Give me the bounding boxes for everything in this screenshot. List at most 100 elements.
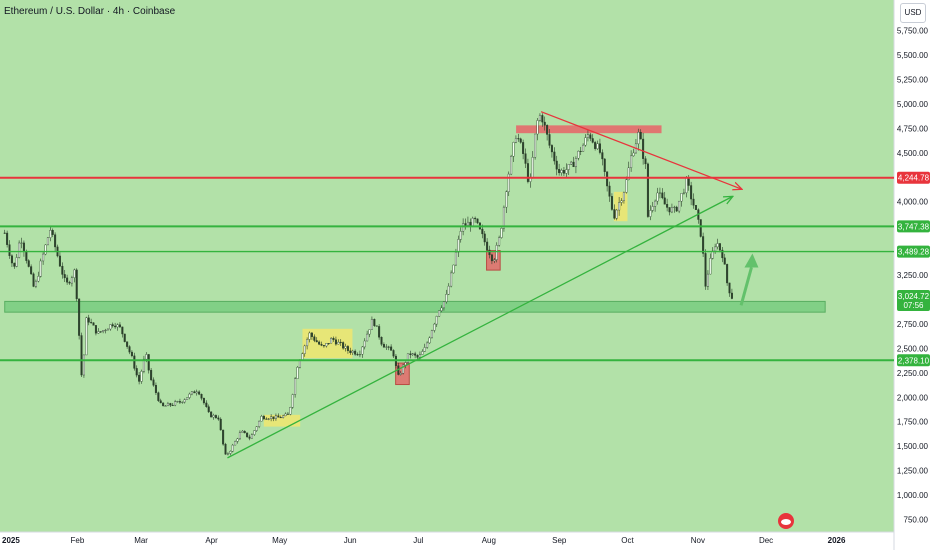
- candle-body: [154, 384, 157, 393]
- candle-body: [356, 354, 359, 356]
- candle-body: [46, 237, 49, 246]
- candle-body: [699, 219, 702, 237]
- candle-body: [238, 432, 241, 440]
- candle-body: [589, 134, 592, 139]
- price-level-tag-text: 3,489.28: [898, 248, 930, 257]
- candle-body: [514, 138, 517, 143]
- candle-body: [164, 405, 167, 407]
- candle-body: [466, 221, 469, 226]
- candle-body: [152, 379, 155, 386]
- candle-body: [78, 298, 81, 336]
- candle-body: [435, 315, 438, 325]
- candle-body: [709, 258, 712, 275]
- candle-body: [313, 336, 316, 341]
- candle-body: [370, 319, 373, 330]
- candle-body: [61, 265, 64, 275]
- candle-body: [3, 232, 6, 234]
- candle-body: [150, 369, 153, 381]
- candle-body: [296, 367, 299, 379]
- candle-body: [541, 115, 544, 123]
- candle-body: [459, 230, 462, 240]
- candle-body: [548, 134, 551, 146]
- candle-body: [726, 264, 729, 284]
- candle-body: [493, 259, 496, 262]
- price-tick-label: 1,250.00: [897, 467, 929, 476]
- price-level-tag: [897, 220, 930, 233]
- candle-body: [128, 346, 131, 353]
- candle-body: [603, 158, 606, 172]
- candle-body: [728, 282, 731, 294]
- time-tick-label: Nov: [691, 536, 705, 545]
- candle-body: [488, 249, 491, 256]
- candle-body: [685, 178, 688, 194]
- candle-body: [627, 167, 630, 180]
- candle-body: [507, 173, 510, 192]
- candle-body: [680, 193, 683, 202]
- candle-body: [476, 218, 479, 224]
- candle-body: [34, 280, 37, 287]
- candle-body: [428, 337, 431, 344]
- candle-body: [104, 329, 107, 331]
- price-tick-label: 4,000.00: [897, 198, 929, 207]
- candle-body: [212, 415, 215, 418]
- candle-body: [584, 137, 587, 146]
- time-tick-label: Jul: [413, 536, 423, 545]
- price-tick-label: 5,250.00: [897, 75, 929, 84]
- candle-body: [270, 416, 273, 420]
- candle-body: [109, 324, 112, 330]
- candle-body: [116, 324, 119, 328]
- candle-body: [433, 323, 436, 331]
- candle-body: [620, 200, 623, 203]
- candle-body: [258, 420, 261, 427]
- candle-body: [303, 345, 306, 354]
- candle-body: [586, 134, 589, 138]
- candle-body: [246, 432, 249, 438]
- candle-body: [267, 418, 270, 420]
- tradingview-logo[interactable]: [778, 513, 794, 529]
- candle-body: [274, 415, 277, 420]
- candle-body: [250, 434, 253, 439]
- price-level-tag: [897, 245, 930, 258]
- candle-body: [90, 322, 93, 324]
- candle-body: [195, 391, 198, 394]
- candle-body: [555, 160, 558, 170]
- candle-body: [318, 341, 321, 345]
- candle-body: [517, 138, 520, 140]
- candle-body: [198, 391, 201, 395]
- candle-body: [591, 138, 594, 143]
- currency-unit-button[interactable]: USD: [900, 3, 926, 23]
- candle-body: [97, 331, 100, 334]
- candle-body: [498, 237, 501, 246]
- candle-body: [368, 329, 371, 335]
- candle-body: [121, 326, 124, 335]
- candle-body: [675, 206, 678, 212]
- candle-body: [522, 142, 525, 154]
- price-tick-label: 3,250.00: [897, 271, 929, 280]
- candle-body: [531, 157, 534, 178]
- price-tick-label: 4,750.00: [897, 124, 929, 133]
- support-zone: [4, 300, 826, 313]
- candle-body: [483, 233, 486, 243]
- candle-body: [44, 244, 47, 255]
- time-tick-label: Oct: [621, 536, 634, 545]
- candle-body: [219, 418, 222, 431]
- candle-body: [392, 350, 395, 357]
- candle-body: [282, 415, 285, 418]
- candle-body: [193, 391, 196, 394]
- candle-body: [332, 338, 335, 340]
- candle-body: [183, 399, 186, 403]
- candle-body: [188, 393, 191, 398]
- price-tick-label: 5,000.00: [897, 100, 929, 109]
- candle-body: [262, 416, 265, 420]
- candle-body: [87, 317, 90, 323]
- candle-body: [642, 138, 645, 159]
- candle-body: [222, 429, 225, 445]
- candle-body: [678, 200, 681, 212]
- price-tick-label: 1,750.00: [897, 418, 929, 427]
- price-tick-label: 2,500.00: [897, 344, 929, 353]
- candle-body: [560, 170, 563, 174]
- candle-body: [663, 197, 666, 205]
- candle-body: [82, 354, 85, 376]
- candle-body: [524, 153, 527, 164]
